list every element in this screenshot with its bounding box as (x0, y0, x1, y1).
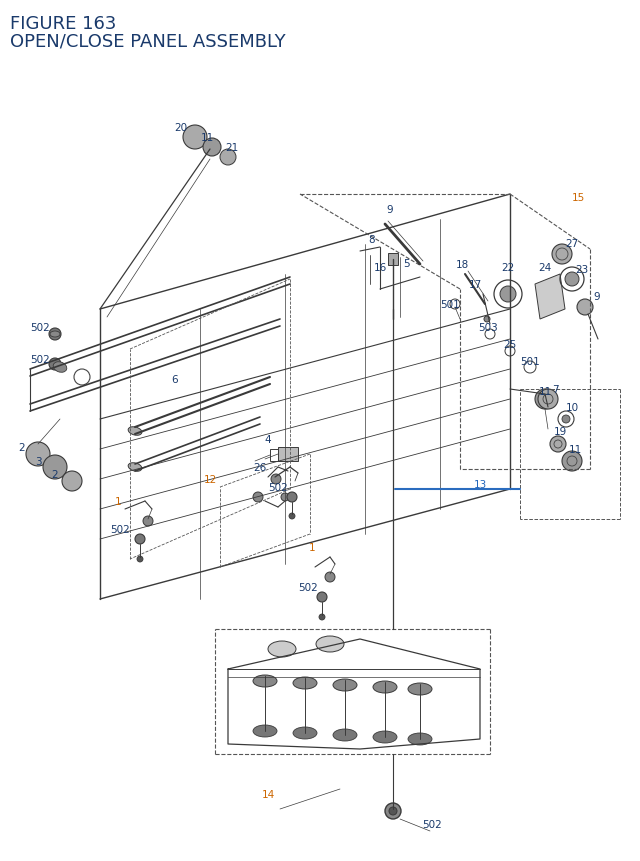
Ellipse shape (325, 573, 335, 582)
Ellipse shape (135, 535, 145, 544)
Text: 503: 503 (478, 323, 498, 332)
Ellipse shape (408, 734, 432, 745)
Text: 11: 11 (538, 387, 552, 397)
Ellipse shape (26, 443, 50, 467)
Ellipse shape (137, 556, 143, 562)
Ellipse shape (287, 492, 297, 503)
Text: 25: 25 (504, 339, 516, 350)
Polygon shape (535, 275, 565, 319)
Text: 7: 7 (552, 385, 558, 394)
Ellipse shape (253, 725, 277, 737)
Text: 502: 502 (110, 524, 130, 535)
Text: 502: 502 (422, 819, 442, 829)
Text: 18: 18 (456, 260, 468, 269)
Text: 4: 4 (265, 435, 271, 444)
Text: 21: 21 (225, 143, 239, 152)
Text: 16: 16 (373, 263, 387, 273)
Text: 24: 24 (538, 263, 552, 273)
Ellipse shape (128, 427, 142, 436)
Ellipse shape (62, 472, 82, 492)
Text: 2: 2 (19, 443, 26, 453)
Ellipse shape (143, 517, 153, 526)
Ellipse shape (333, 679, 357, 691)
Text: 22: 22 (501, 263, 515, 273)
Ellipse shape (203, 139, 221, 157)
Ellipse shape (389, 807, 397, 815)
Ellipse shape (373, 681, 397, 693)
Ellipse shape (552, 245, 572, 264)
Text: 26: 26 (253, 462, 267, 473)
Ellipse shape (535, 389, 555, 410)
Text: 6: 6 (172, 375, 179, 385)
Ellipse shape (317, 592, 327, 603)
Ellipse shape (385, 803, 401, 819)
Text: 12: 12 (204, 474, 216, 485)
Ellipse shape (253, 675, 277, 687)
Ellipse shape (253, 492, 263, 503)
Text: 11: 11 (200, 133, 214, 143)
Text: 9: 9 (594, 292, 600, 301)
Ellipse shape (293, 678, 317, 689)
Ellipse shape (565, 273, 579, 287)
Ellipse shape (333, 729, 357, 741)
Text: 9: 9 (387, 205, 394, 214)
Ellipse shape (500, 287, 516, 303)
Text: 3: 3 (35, 456, 42, 467)
Text: 13: 13 (474, 480, 486, 489)
Text: FIGURE 163: FIGURE 163 (10, 15, 116, 33)
Text: OPEN/CLOSE PANEL ASSEMBLY: OPEN/CLOSE PANEL ASSEMBLY (10, 32, 285, 50)
Ellipse shape (484, 317, 490, 323)
Ellipse shape (562, 451, 582, 472)
Text: 5: 5 (404, 258, 410, 269)
Text: 15: 15 (572, 193, 584, 202)
Ellipse shape (53, 362, 67, 373)
Bar (270, 449, 288, 461)
Text: 1: 1 (308, 542, 316, 553)
Ellipse shape (319, 614, 325, 620)
Ellipse shape (50, 331, 60, 338)
Ellipse shape (293, 728, 317, 739)
Text: 20: 20 (175, 123, 188, 133)
Ellipse shape (128, 463, 142, 472)
Ellipse shape (281, 493, 289, 501)
Text: 27: 27 (565, 238, 579, 249)
Text: 11: 11 (568, 444, 582, 455)
Ellipse shape (49, 358, 61, 370)
Ellipse shape (550, 437, 566, 453)
Ellipse shape (289, 513, 295, 519)
Text: 17: 17 (468, 280, 482, 289)
Text: 2: 2 (52, 469, 58, 480)
Ellipse shape (220, 150, 236, 166)
Ellipse shape (183, 126, 207, 150)
Text: 502: 502 (268, 482, 288, 492)
Ellipse shape (271, 474, 281, 485)
Text: 1: 1 (115, 497, 122, 506)
Ellipse shape (49, 329, 61, 341)
Ellipse shape (408, 684, 432, 695)
Ellipse shape (316, 636, 344, 653)
Text: 10: 10 (565, 403, 579, 412)
Ellipse shape (562, 416, 570, 424)
Bar (388, 254, 398, 266)
Text: 19: 19 (554, 426, 566, 437)
Text: 501: 501 (520, 356, 540, 367)
Text: 501: 501 (440, 300, 460, 310)
Ellipse shape (43, 455, 67, 480)
Text: 502: 502 (30, 323, 50, 332)
Ellipse shape (373, 731, 397, 743)
Text: 502: 502 (30, 355, 50, 364)
Bar (278, 448, 298, 461)
Text: 23: 23 (575, 264, 589, 275)
Text: 8: 8 (369, 235, 375, 245)
Ellipse shape (538, 389, 558, 410)
Text: 14: 14 (261, 789, 275, 799)
Text: 502: 502 (298, 582, 318, 592)
Ellipse shape (577, 300, 593, 316)
Ellipse shape (268, 641, 296, 657)
